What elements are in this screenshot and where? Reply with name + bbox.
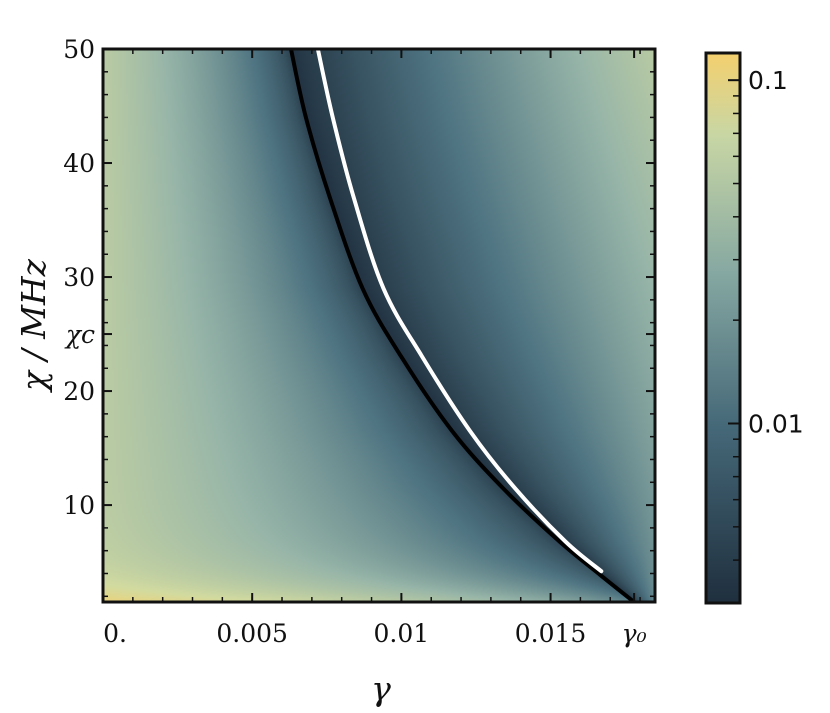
y-tick-label: χc	[64, 320, 95, 349]
y-tick-label: 40	[63, 149, 95, 178]
x-axis-title: γ	[371, 669, 391, 708]
y-tick-label: 50	[63, 35, 95, 64]
x-tick-label: 0.015	[515, 619, 587, 648]
y-tick-label: 30	[63, 263, 95, 292]
black-curve	[288, 49, 637, 602]
x-tick-label: γ₀	[622, 619, 647, 648]
x-tick-label: 0.005	[216, 619, 288, 648]
y-tick-label: 10	[63, 491, 95, 520]
axis-ticks	[102, 48, 655, 602]
y-axis-title: χ / MHz	[14, 258, 53, 393]
colorbar	[704, 51, 742, 605]
x-tick-label: 0.01	[374, 619, 430, 648]
x-tick-label: 0.	[103, 619, 127, 648]
y-tick-label: 20	[63, 377, 95, 406]
colorbar-ticks: 0.1 0.01	[728, 66, 804, 561]
white-curve	[315, 49, 604, 574]
plot-frame	[101, 47, 657, 604]
heatmap-image	[103, 49, 655, 602]
colorbar-tick-label: 0.01	[748, 409, 804, 438]
curves-layer	[288, 49, 637, 602]
colorbar-tick-label: 0.1	[748, 66, 788, 95]
axis-tick-labels: 0. 0.005 0.01 0.015 γ₀ 10 20 χc 30 40 50	[63, 35, 646, 648]
